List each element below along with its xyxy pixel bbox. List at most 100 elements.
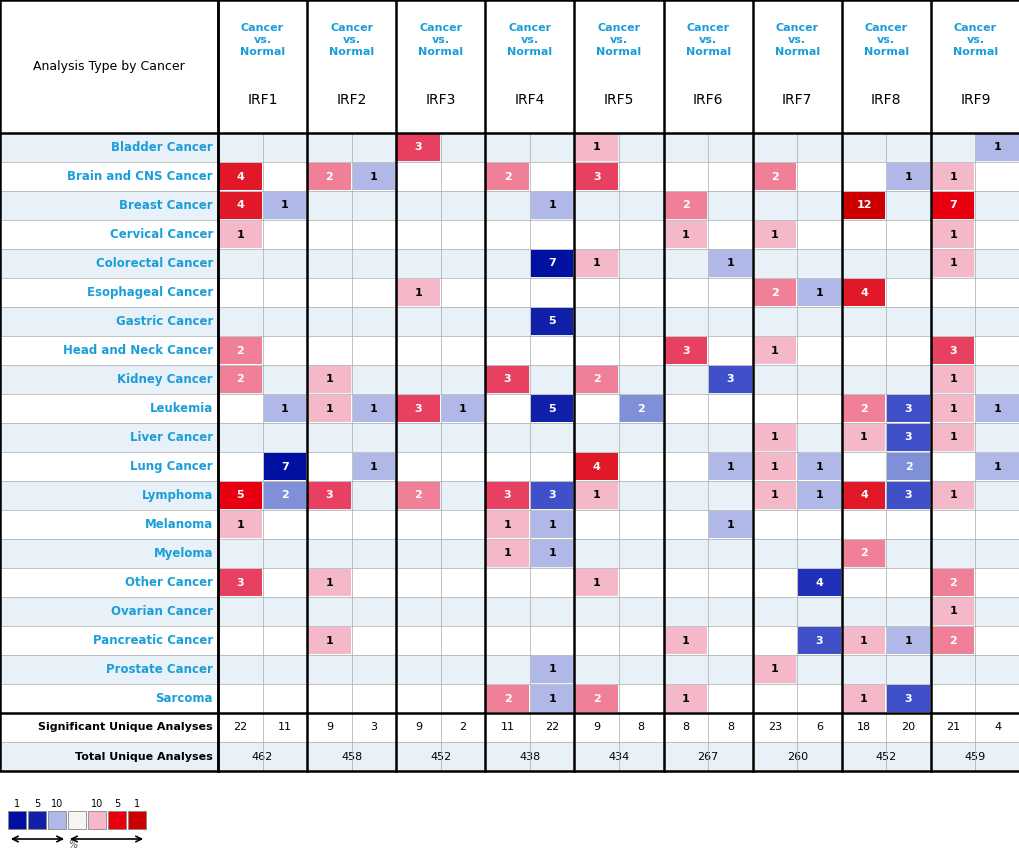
Bar <box>0 220 1019 249</box>
Text: 7: 7 <box>280 461 288 472</box>
Bar <box>0 394 1019 423</box>
Text: 2: 2 <box>682 200 689 211</box>
Bar <box>0 133 1019 162</box>
Text: Kidney Cancer: Kidney Cancer <box>117 373 213 386</box>
Bar <box>975 134 1018 161</box>
Bar <box>0 626 1019 655</box>
Text: Breast Cancer: Breast Cancer <box>119 199 213 212</box>
Text: 1: 1 <box>815 491 822 500</box>
Text: Cervical Cancer: Cervical Cancer <box>109 228 213 241</box>
Text: Myeloma: Myeloma <box>153 547 213 560</box>
Text: 458: 458 <box>340 752 362 761</box>
Text: Cancer
vs.
Normal: Cancer vs. Normal <box>418 22 463 57</box>
Bar <box>0 0 1019 771</box>
Bar <box>219 163 261 190</box>
Text: 21: 21 <box>946 722 959 733</box>
Text: 438: 438 <box>519 752 540 761</box>
Text: 1: 1 <box>14 799 20 809</box>
Bar <box>308 163 351 190</box>
Text: 462: 462 <box>252 752 273 761</box>
Bar <box>0 365 1019 394</box>
Bar <box>931 192 973 219</box>
Text: IRF8: IRF8 <box>870 93 901 107</box>
Text: 7: 7 <box>949 200 956 211</box>
Bar <box>620 395 662 422</box>
Text: 8: 8 <box>682 722 689 733</box>
Text: 1: 1 <box>503 519 511 530</box>
Bar <box>308 366 351 393</box>
Text: 1: 1 <box>592 577 600 588</box>
Text: 260: 260 <box>786 752 807 761</box>
Text: 1: 1 <box>770 491 779 500</box>
Text: 1: 1 <box>325 403 333 414</box>
Text: 459: 459 <box>964 752 985 761</box>
Bar <box>887 424 929 451</box>
Text: 1: 1 <box>370 171 377 181</box>
Bar <box>396 279 439 306</box>
Text: 4: 4 <box>859 288 867 297</box>
Text: 1: 1 <box>949 403 956 414</box>
Text: 2: 2 <box>459 722 466 733</box>
Bar <box>664 627 706 654</box>
Text: 1: 1 <box>859 636 867 645</box>
Text: 2: 2 <box>770 171 779 181</box>
Text: 3: 3 <box>503 491 511 500</box>
Text: 2: 2 <box>325 171 333 181</box>
Bar <box>308 627 351 654</box>
Bar <box>0 307 1019 336</box>
Bar <box>931 337 973 364</box>
Text: Cancer
vs.
Normal: Cancer vs. Normal <box>329 22 374 57</box>
Bar <box>0 249 1019 278</box>
Text: 1: 1 <box>414 288 422 297</box>
Bar <box>708 250 751 277</box>
Text: %: % <box>68 840 77 850</box>
Text: 1: 1 <box>592 258 600 269</box>
Bar <box>308 482 351 509</box>
Text: 1: 1 <box>770 664 779 675</box>
Text: 4: 4 <box>236 171 244 181</box>
Bar <box>0 423 1019 452</box>
Text: IRF5: IRF5 <box>603 93 634 107</box>
Bar <box>575 163 618 190</box>
Text: 2: 2 <box>414 491 422 500</box>
Text: 1: 1 <box>236 519 244 530</box>
Text: 1: 1 <box>682 636 689 645</box>
Bar <box>0 568 1019 597</box>
Bar <box>530 482 573 509</box>
Text: 3: 3 <box>325 491 333 500</box>
Bar <box>842 192 884 219</box>
Bar <box>530 540 573 567</box>
Text: Leukemia: Leukemia <box>150 402 213 415</box>
Text: 8: 8 <box>637 722 644 733</box>
Text: Head and Neck Cancer: Head and Neck Cancer <box>63 344 213 357</box>
Bar <box>753 279 796 306</box>
Text: 7: 7 <box>548 258 555 269</box>
Text: 1: 1 <box>993 461 1001 472</box>
Text: 1: 1 <box>280 403 288 414</box>
Text: 2: 2 <box>592 374 600 384</box>
Text: 1: 1 <box>459 403 467 414</box>
Bar <box>396 482 439 509</box>
Text: 3: 3 <box>236 577 244 588</box>
Text: Brain and CNS Cancer: Brain and CNS Cancer <box>67 170 213 183</box>
Text: 2: 2 <box>280 491 288 500</box>
Bar <box>530 685 573 712</box>
Bar <box>530 511 573 538</box>
Text: 1: 1 <box>548 200 555 211</box>
Bar <box>486 366 529 393</box>
Bar <box>308 395 351 422</box>
Text: Gastric Cancer: Gastric Cancer <box>115 315 213 328</box>
Text: 1: 1 <box>949 171 956 181</box>
Text: 5: 5 <box>114 799 120 809</box>
Text: Analysis Type by Cancer: Analysis Type by Cancer <box>33 60 184 73</box>
Text: Significant Unique Analyses: Significant Unique Analyses <box>39 722 213 733</box>
Text: Sarcoma: Sarcoma <box>155 692 213 705</box>
Text: 1: 1 <box>770 346 779 355</box>
Text: IRF9: IRF9 <box>959 93 989 107</box>
Bar <box>530 192 573 219</box>
Bar <box>931 366 973 393</box>
Text: 2: 2 <box>949 636 956 645</box>
Text: 22: 22 <box>233 722 248 733</box>
Bar <box>842 395 884 422</box>
Bar <box>842 424 884 451</box>
